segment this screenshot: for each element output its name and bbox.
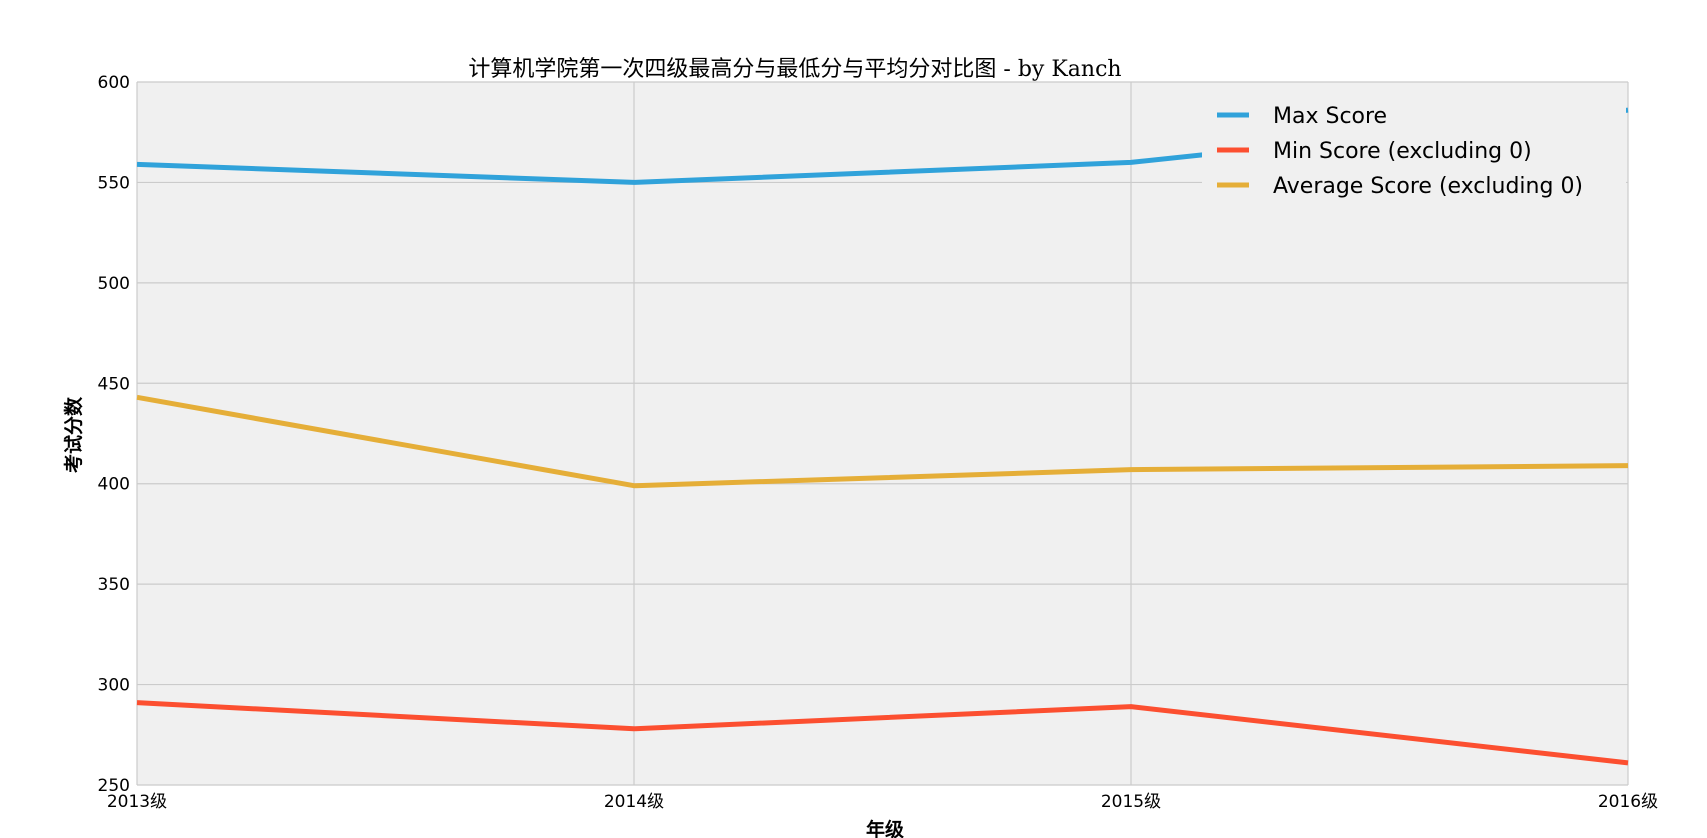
legend-label: Min Score (excluding 0) [1273, 139, 1532, 164]
x-tick-label: 2015级 [1101, 792, 1161, 812]
grid [136, 81, 1629, 786]
y-tick-label: 350 [98, 575, 130, 595]
y-tick-label: 550 [98, 173, 130, 193]
y-tick-label: 450 [98, 374, 130, 394]
y-tick-label: 300 [98, 676, 130, 696]
y-axis-label: 考试分数 [62, 396, 85, 473]
legend-label: Average Score (excluding 0) [1273, 174, 1583, 199]
y-tick-label: 250 [98, 776, 130, 796]
x-tick-labels: 2013级 2014级 2015级 2016级 [107, 792, 1658, 812]
y-tick-label: 600 [98, 73, 130, 93]
series-line-2 [136, 394, 1629, 489]
x-tick-label: 2016级 [1598, 792, 1658, 812]
x-tick-label: 2013级 [107, 792, 167, 812]
legend: Max Score Min Score (excluding 0) Average … [1202, 92, 1626, 200]
legend-label: Max Score [1273, 104, 1387, 129]
y-tick-label: 500 [98, 274, 130, 294]
legend-box [1202, 92, 1626, 200]
y-tick-labels: 250 300 350 400 450 500 550 600 [98, 73, 130, 796]
x-tick-label: 2014级 [604, 792, 664, 812]
series-line-1 [136, 700, 1629, 766]
x-axis-label: 年级 [866, 818, 904, 838]
y-tick-label: 400 [98, 475, 130, 495]
chart-title: 计算机学院第一次四级最高分与最低分与平均分对比图 - by Kanch [468, 57, 1121, 82]
